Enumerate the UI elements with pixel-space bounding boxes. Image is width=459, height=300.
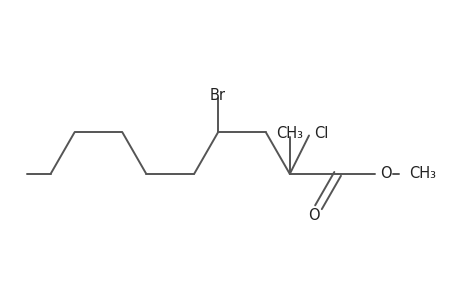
Text: CH₃: CH₃ xyxy=(276,126,302,141)
Text: O: O xyxy=(379,167,391,182)
Text: CH₃: CH₃ xyxy=(409,167,436,182)
Text: O: O xyxy=(307,208,319,223)
Text: Cl: Cl xyxy=(313,126,327,141)
Text: Br: Br xyxy=(210,88,225,103)
